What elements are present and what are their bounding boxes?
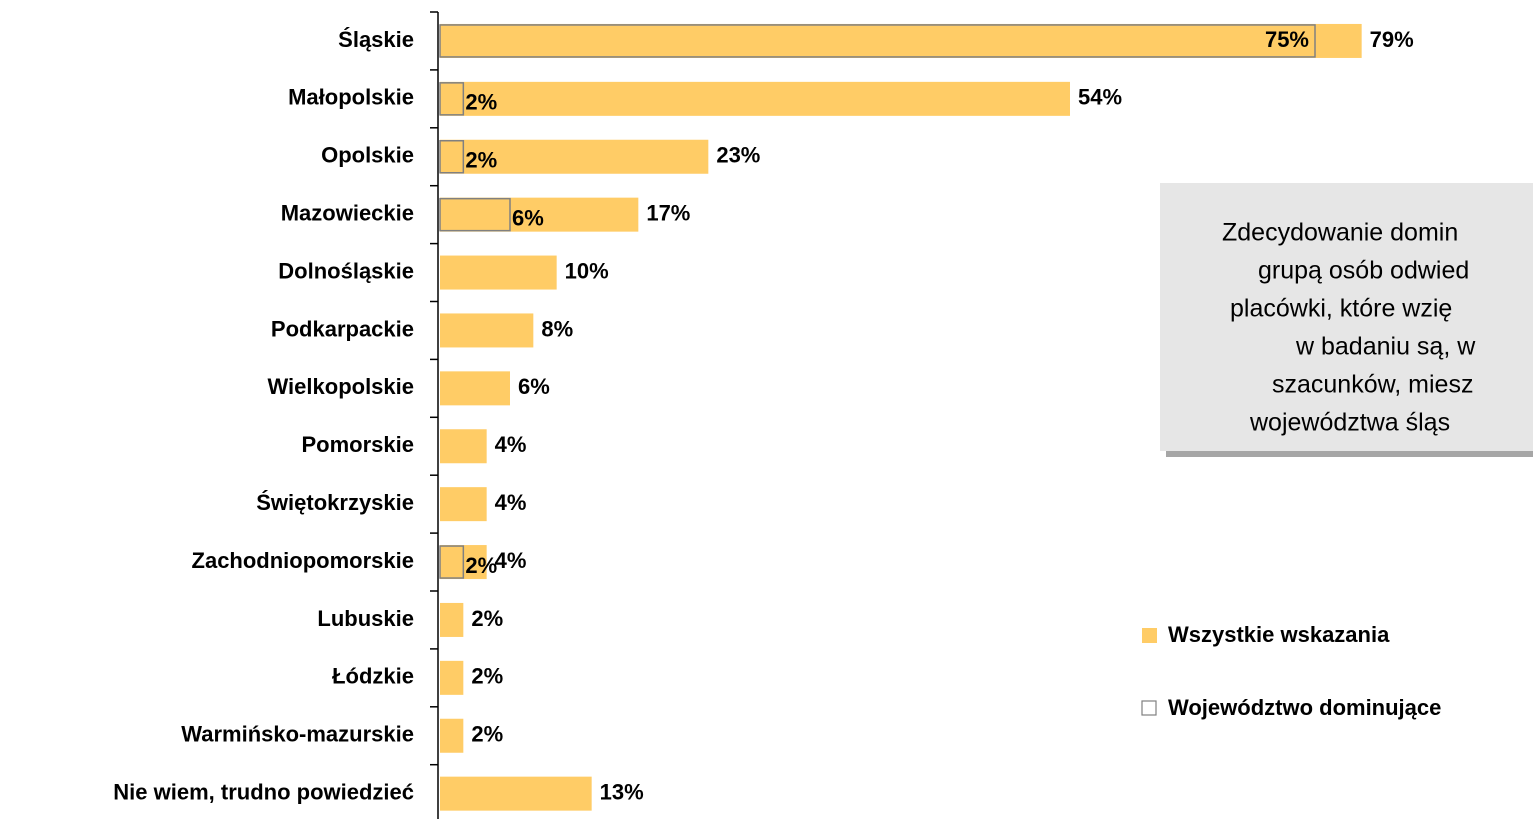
legend-swatch — [1141, 700, 1157, 716]
data-label: 75% — [1265, 27, 1309, 52]
bar — [439, 197, 511, 232]
annotation-line: grupą osób odwied — [1258, 257, 1469, 285]
bar — [439, 24, 1316, 58]
bar — [440, 81, 1070, 116]
annotation-line: Zdecydowanie domin — [1222, 219, 1458, 247]
data-label: 13% — [600, 779, 644, 804]
y-tick-label: Nie wiem, trudno powiedzieć — [113, 779, 414, 804]
annotation-line: w badaniu są, w — [1295, 333, 1476, 361]
y-tick-label: Dolnośląskie — [278, 258, 414, 283]
data-label: 2% — [465, 148, 497, 173]
data-label: 2% — [465, 90, 497, 115]
data-label: 79% — [1370, 27, 1414, 52]
bar — [440, 255, 557, 290]
bar — [440, 313, 534, 348]
annotation-line: placówki, które wzię — [1230, 295, 1452, 323]
y-tick-label: Zachodniopomorskie — [192, 548, 414, 573]
y-tick-label: Pomorskie — [302, 432, 415, 457]
annotation-line: województwa śląs — [1249, 409, 1450, 437]
data-label: 4% — [495, 490, 527, 515]
data-label: 6% — [512, 205, 544, 230]
bar — [439, 545, 465, 579]
data-label: 6% — [518, 374, 550, 399]
y-tick-label: Wielkopolskie — [267, 374, 414, 399]
y-tick-label: Mazowieckie — [281, 200, 414, 225]
bar — [440, 602, 464, 637]
bar — [440, 371, 510, 406]
bar — [440, 718, 464, 753]
bar — [440, 776, 592, 811]
bar — [439, 82, 465, 116]
y-tick-label: Świętokrzyskie — [256, 490, 414, 515]
bar — [440, 139, 709, 174]
data-label: 4% — [495, 548, 527, 573]
data-label: 2% — [465, 553, 497, 578]
bar — [440, 487, 487, 522]
bar — [440, 197, 639, 232]
y-tick-label: Małopolskie — [288, 85, 414, 110]
data-label: 23% — [716, 143, 760, 168]
y-tick-label: Opolskie — [321, 143, 414, 168]
y-tick-label: Lubuskie — [317, 606, 414, 631]
data-label: 54% — [1078, 85, 1122, 110]
y-tick-label: Śląskie — [338, 27, 414, 52]
data-label: 8% — [541, 316, 573, 341]
bar — [439, 140, 465, 174]
legend-label: Wszystkie wskazania — [1168, 622, 1390, 647]
y-tick-label: Łódzkie — [332, 664, 414, 689]
data-label: 17% — [646, 200, 690, 225]
data-label: 2% — [471, 722, 503, 747]
legend-label: Województwo dominujące — [1168, 695, 1441, 720]
y-tick-label: Warmińsko-mazurskie — [181, 722, 414, 747]
annotation-box — [1160, 183, 1533, 451]
bar — [440, 429, 487, 464]
bar — [440, 660, 464, 695]
annotation-line: szacunków, miesz — [1272, 371, 1473, 399]
data-label: 4% — [495, 432, 527, 457]
legend-swatch — [1142, 628, 1157, 643]
y-tick-label: Podkarpackie — [271, 316, 414, 341]
data-label: 2% — [471, 606, 503, 631]
data-label: 2% — [471, 664, 503, 689]
bar — [440, 23, 1362, 58]
data-label: 10% — [565, 258, 609, 283]
